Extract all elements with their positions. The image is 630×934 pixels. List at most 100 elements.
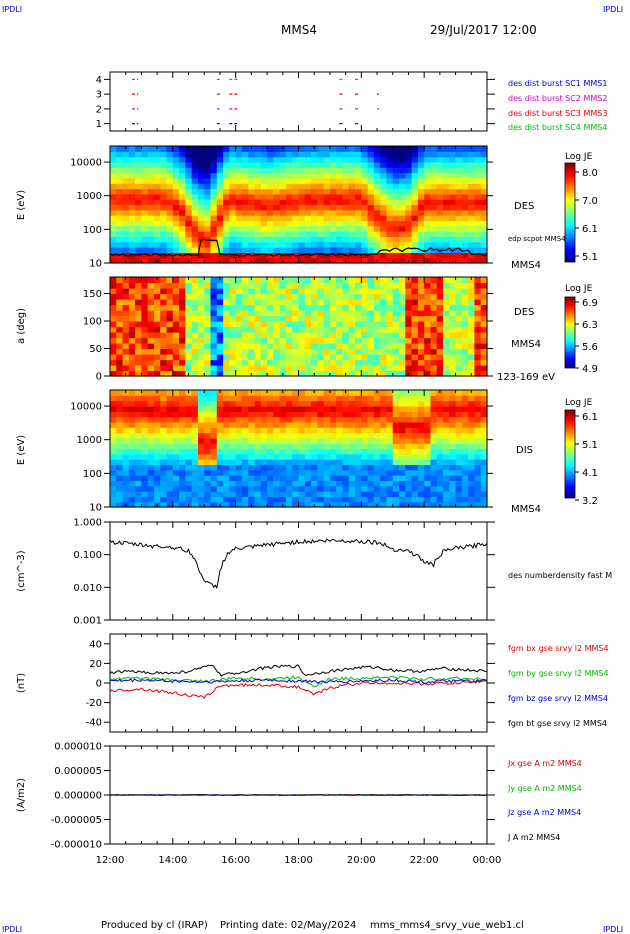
dis-energy-cell [355, 395, 362, 402]
des-energy-cell [141, 215, 149, 222]
dis-energy-cell [329, 485, 337, 492]
dis-energy-cell [298, 427, 306, 434]
des-energy-cell [468, 215, 476, 222]
des-energy-cell [241, 183, 249, 190]
dis-energy-cell [279, 459, 287, 466]
des-energy-cell [355, 257, 362, 264]
des-pitch-cell [248, 299, 256, 306]
dis-energy-cell [128, 416, 136, 423]
dis-energy-cell [229, 475, 237, 482]
dis-energy-cell [110, 501, 117, 508]
dis-energy-cell [455, 432, 463, 439]
des-energy-cell [455, 167, 463, 174]
des-energy-cell [223, 177, 230, 184]
dis-energy-cell [172, 411, 180, 418]
dis-energy-cell [172, 395, 180, 402]
des-pitch-cell [185, 354, 193, 361]
des-energy-cell [392, 241, 400, 248]
des-energy-cell [480, 241, 488, 248]
des-pitch-cell [311, 310, 318, 317]
dis-energy-cell [480, 501, 488, 508]
des-energy-cell [110, 231, 117, 238]
des-pitch-cell [285, 315, 293, 322]
dis-energy-cell [329, 427, 337, 434]
dis-energy-cell [392, 411, 400, 418]
dis-energy-cell [197, 491, 205, 497]
dis-energy-cell [355, 453, 362, 460]
des-energy-cell [461, 172, 469, 179]
des-energy-cell [386, 215, 394, 222]
des-pitch-cell [304, 354, 312, 361]
dis-energy-cell [405, 459, 413, 466]
des-energy-cell [128, 188, 136, 195]
des-energy-cell [185, 199, 193, 206]
dis-energy-cell [348, 411, 356, 418]
des-energy-cell [172, 146, 180, 152]
des-pitch-cell [336, 370, 344, 377]
des-pitch-cell [116, 332, 124, 339]
time-axis-label: 18:00 [284, 855, 313, 866]
des-energy-cell [461, 247, 469, 253]
des-energy-cell [361, 172, 369, 179]
des-pitch-cell [417, 277, 425, 284]
dis-energy-cell [329, 496, 337, 503]
des-energy-cell [468, 188, 476, 195]
dis-energy-cell [323, 475, 331, 482]
des-pitch-cell [399, 315, 406, 322]
dis-energy-cell [153, 411, 161, 418]
des-energy-cell [147, 156, 155, 163]
des-pitch-cell [355, 282, 362, 289]
des-energy-cell [147, 188, 155, 195]
des-pitch-cell [468, 293, 476, 300]
dis-energy-cell [430, 480, 438, 487]
des-pitch-cell [317, 288, 325, 295]
des-pitch-cell [392, 304, 400, 311]
dis-energy-cell [436, 432, 444, 439]
des-energy-cell [248, 241, 256, 248]
des-energy-cell [386, 193, 394, 200]
des-energy-cell [323, 199, 331, 206]
des-energy-cell [342, 188, 350, 195]
dis-energy-cell [116, 459, 124, 466]
des-energy-cell [147, 172, 155, 179]
des-pitch-cell [430, 288, 438, 295]
des-pitch-cell [424, 293, 432, 300]
des-energy-cell [292, 193, 300, 200]
des-pitch-cell [405, 315, 413, 322]
des-pitch-cell [229, 282, 237, 289]
dis-energy-cell [141, 416, 149, 423]
des-energy-cell [216, 225, 224, 232]
des-energy-cell [449, 188, 457, 195]
des-energy-cell [329, 161, 337, 168]
dis-energy-cell [166, 411, 174, 418]
des-pitch-cell [248, 288, 256, 295]
des-energy-cell [273, 231, 281, 238]
dis-energy-cell [248, 453, 256, 460]
des-pitch-cell [355, 304, 362, 311]
des-pitch-cell [147, 288, 155, 295]
des-energy-cell [386, 167, 394, 174]
dis-energy-cell [367, 443, 375, 450]
dis-energy-cell [210, 400, 218, 407]
des-pitch-cell [317, 359, 325, 366]
dis-energy-cell [204, 421, 212, 428]
des-pitch-cell [417, 337, 425, 344]
des-pitch-cell [223, 354, 230, 361]
dis-energy-cell [480, 427, 488, 434]
des-pitch-cell [380, 348, 388, 355]
des-pitch-cell [329, 304, 337, 311]
des-pitch-cell [405, 293, 413, 300]
des-pitch-cell [248, 310, 256, 317]
des-pitch-cell [292, 370, 300, 377]
des-pitch-cell [248, 315, 256, 322]
des-pitch-cell [292, 321, 300, 328]
dis-energy-cell [135, 475, 143, 482]
des-energy-cell [348, 193, 356, 200]
des-energy-cell [110, 215, 117, 222]
des-energy-cell [480, 172, 488, 179]
des-pitch-cell [179, 304, 186, 311]
des-energy-cell [204, 188, 212, 195]
dis-energy-cell [179, 485, 186, 492]
des-pitch-cell [128, 343, 136, 350]
